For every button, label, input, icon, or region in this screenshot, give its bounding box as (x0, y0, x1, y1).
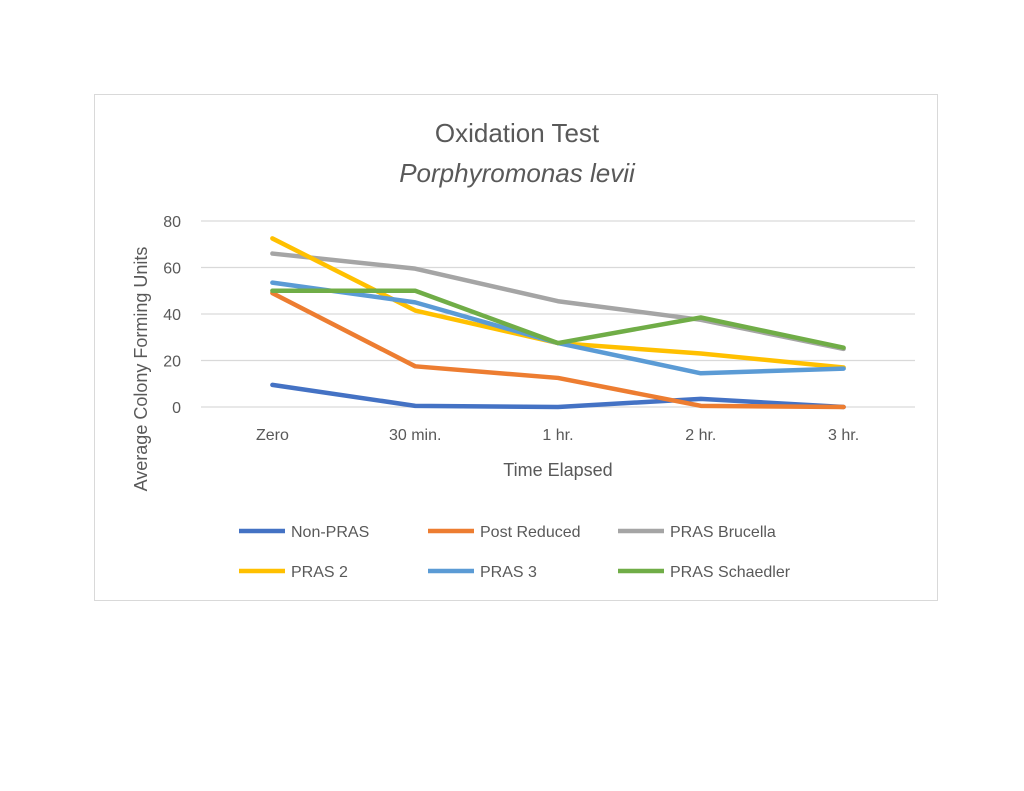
legend-item: PRAS 3 (428, 564, 537, 581)
legend-item: PRAS Schaedler (618, 564, 791, 581)
legend-label: PRAS 2 (291, 564, 348, 581)
legend-label: Non-PRAS (291, 524, 369, 541)
x-tick-label: 2 hr. (685, 427, 716, 444)
legend-label: PRAS Schaedler (670, 564, 791, 581)
x-tick-label: 30 min. (389, 427, 441, 444)
line-chart: Oxidation Test Porphyromonas levii 0 20 40… (131, 118, 915, 581)
chart-subtitle: Porphyromonas levii (399, 158, 636, 188)
legend-item: PRAS 2 (239, 564, 348, 581)
series-line-non-pras (270, 382, 846, 410)
series-line-post-reduced (270, 290, 846, 410)
legend-label: Post Reduced (480, 524, 581, 541)
legend-item: Non-PRAS (239, 524, 369, 541)
x-axis-ticks: Zero 30 min. 1 hr. 2 hr. 3 hr. (256, 427, 859, 444)
chart-title: Oxidation Test (435, 118, 600, 148)
legend-label: PRAS Brucella (670, 524, 776, 541)
y-tick-label: 0 (172, 400, 181, 417)
x-tick-label: 3 hr. (828, 427, 859, 444)
y-tick-label: 20 (163, 354, 181, 371)
x-tick-label: 1 hr. (542, 427, 573, 444)
legend-item: Post Reduced (428, 524, 581, 541)
legend: Non-PRAS Post Reduced PRAS Brucella PRAS 2 P… (239, 524, 791, 581)
y-tick-label: 80 (163, 214, 181, 231)
series-lines (270, 236, 846, 410)
y-axis-ticks: 0 20 40 60 80 (163, 214, 181, 417)
y-tick-label: 60 (163, 261, 181, 278)
legend-label: PRAS 3 (480, 564, 537, 581)
legend-item: PRAS Brucella (618, 524, 776, 541)
x-axis-title: Time Elapsed (503, 460, 612, 480)
y-tick-label: 40 (163, 307, 181, 324)
chart-frame: Oxidation Test Porphyromonas levii 0 20 40… (94, 94, 938, 601)
series-line-pras-schaedler (270, 288, 846, 350)
x-tick-label: Zero (256, 427, 289, 444)
y-axis-title: Average Colony Forming Units (131, 247, 151, 492)
